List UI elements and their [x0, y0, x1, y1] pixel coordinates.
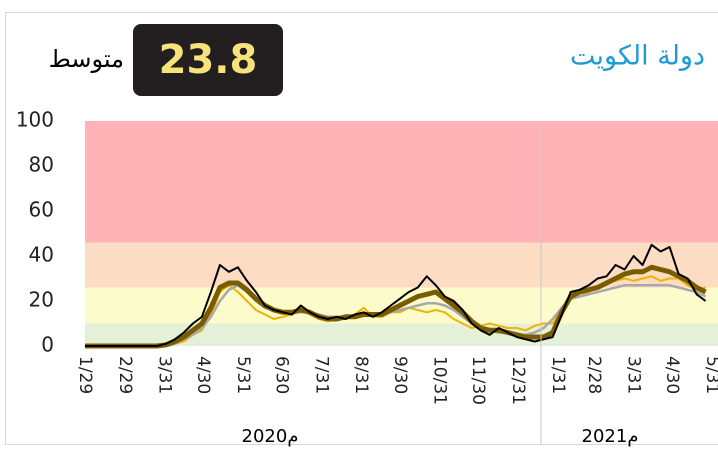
x-tick-label: 11/30	[468, 356, 488, 405]
x-tick-label: 1/29	[75, 356, 95, 394]
x-tick-label: 3/31	[155, 356, 175, 394]
x-tick-label: 4/30	[662, 356, 682, 394]
x-tick-label: 4/30	[193, 356, 213, 394]
y-tick-label: 60	[29, 198, 54, 222]
zone-band	[85, 242, 718, 288]
zone-band	[85, 323, 718, 346]
x-tick-label: 10/31	[430, 356, 450, 405]
plot-area: 0 20 40 60 80 100 1/29 2/29 3/31 4/30 5/31 6/30 7/31…	[16, 108, 718, 447]
x-tick-label: 7/31	[311, 356, 331, 394]
y-tick-label: 100	[16, 108, 54, 132]
x-tick-label: 2/29	[115, 356, 135, 394]
x-tick-label: 5/31	[233, 356, 253, 394]
series-line	[85, 284, 707, 348]
x-tick-label: 8/31	[351, 356, 371, 394]
x-tick-label: 2/28	[584, 356, 604, 394]
x-tick-label: 1/31	[548, 356, 568, 394]
chart-title: دولة الكويت	[570, 41, 705, 72]
average-value: 23.8	[159, 37, 258, 83]
y-tick-label: 40	[29, 243, 54, 267]
x-tick-label: 9/30	[390, 356, 410, 394]
x-tick-label: 3/31	[624, 356, 644, 394]
year-label: 2021م	[582, 426, 639, 447]
x-tick-label: 6/30	[272, 356, 292, 394]
x-tick-label: 12/31	[508, 356, 528, 405]
y-tick-label: 20	[29, 288, 54, 312]
series-line	[85, 243, 707, 347]
y-tick-label: 80	[29, 153, 54, 177]
x-tick-label: 5/31	[702, 356, 718, 394]
average-label: متوسط	[49, 45, 124, 73]
zone-band	[85, 121, 718, 243]
y-tick-label: 0	[41, 333, 54, 357]
year-label: 2020م	[242, 426, 299, 447]
series-line	[85, 264, 707, 349]
average-box	[133, 24, 283, 96]
frame	[5, 12, 718, 445]
